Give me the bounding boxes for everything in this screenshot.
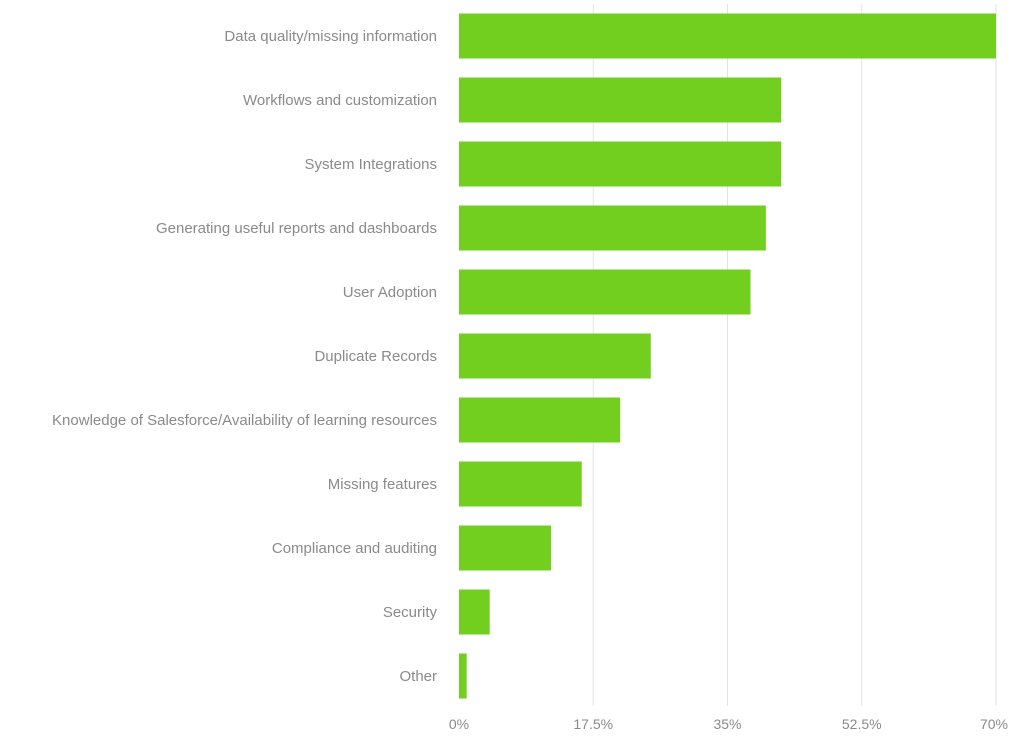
category-label: Data quality/missing information [224,28,437,45]
category-label: Security [383,604,438,621]
category-label: Missing features [328,476,437,493]
bar [459,77,782,123]
x-tick-label: 70% [980,716,1008,732]
category-label: Duplicate Records [314,348,437,365]
bar [459,333,651,379]
x-tick-label: 17.5% [573,716,613,732]
category-label: Other [399,668,437,685]
category-label: Generating useful reports and dashboards [156,220,437,237]
bar [459,269,751,315]
bar [459,205,766,251]
bar [459,653,467,699]
x-tick-label: 35% [713,716,741,732]
category-labels: Data quality/missing information Workflow… [52,28,437,685]
bars [459,13,996,699]
category-label: Knowledge of Salesforce/Availability of … [52,412,437,429]
category-label: Compliance and auditing [272,540,437,557]
x-tick-label: 52.5% [842,716,882,732]
x-axis-ticks: 0% 17.5% 35% 52.5% 70% [449,716,1008,732]
bar [459,141,782,187]
bar [459,461,582,507]
bar [459,589,490,635]
category-label: Workflows and customization [243,92,437,109]
category-label: User Adoption [343,284,437,301]
bar [459,397,621,443]
bar [459,13,996,59]
bar [459,525,552,571]
category-label: System Integrations [304,156,437,173]
x-tick-label: 0% [449,716,469,732]
